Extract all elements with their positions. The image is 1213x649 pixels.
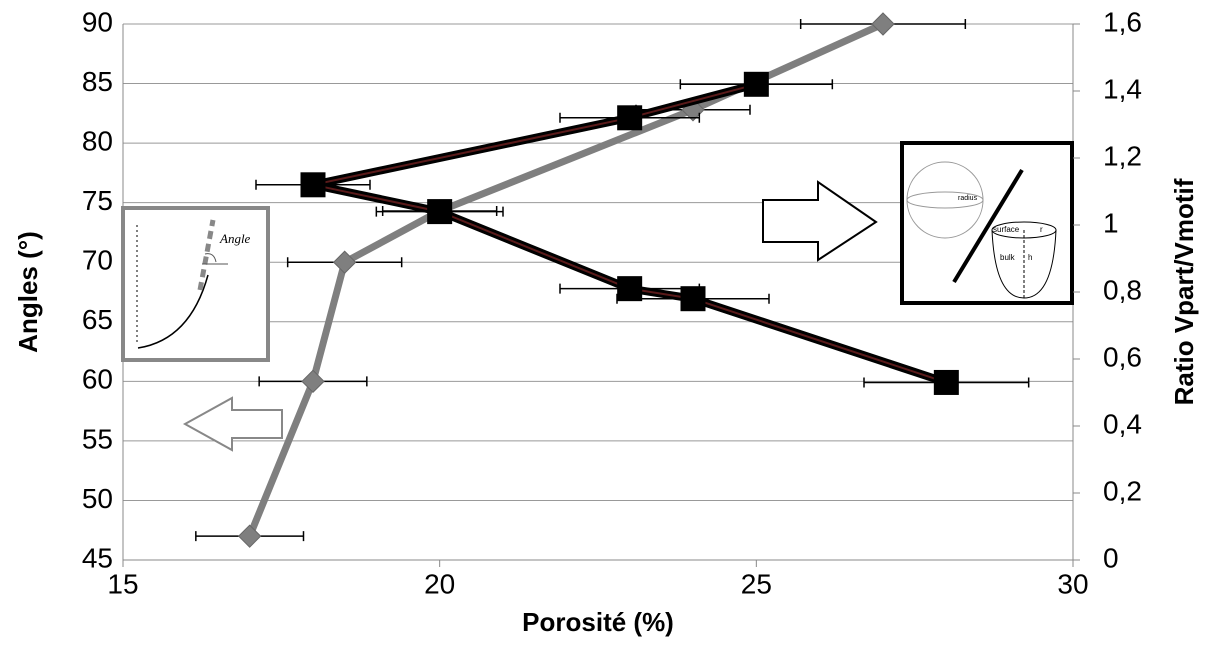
marker — [301, 369, 325, 394]
y2-tick-label: 0,2 — [1103, 475, 1142, 506]
x-tick-label: 15 — [107, 568, 138, 599]
x-axis-title: Porosité (%) — [522, 607, 674, 637]
y-tick-label: 80 — [82, 126, 113, 157]
y2-tick-label: 0,6 — [1103, 341, 1142, 372]
marker — [617, 105, 643, 131]
volume-inset: radius surface r bulk h — [900, 141, 1074, 305]
y2-tick-label: 1,6 — [1103, 6, 1142, 37]
inset-label: surface — [993, 225, 1020, 234]
y-axis-title: Angles (°) — [13, 231, 43, 353]
marker — [871, 12, 895, 36]
y-tick-label: 55 — [82, 423, 113, 454]
y2-tick-label: 0 — [1103, 542, 1119, 573]
marker — [237, 524, 262, 548]
y-tick-label: 65 — [82, 304, 113, 335]
x-tick-label: 25 — [741, 568, 772, 599]
series-line — [246, 20, 885, 538]
marker — [427, 199, 453, 225]
y-tick-label: 75 — [82, 185, 113, 216]
inset-label: Angle — [219, 231, 251, 246]
y-tick-label: 70 — [82, 245, 113, 276]
y2-tick-label: 1,2 — [1103, 140, 1142, 171]
angle-inset: Angle — [121, 206, 270, 362]
inset-label: r — [1040, 225, 1043, 234]
marker — [332, 250, 357, 274]
marker — [933, 369, 959, 395]
x-tick-label: 30 — [1057, 568, 1088, 599]
inset-label: radius — [958, 195, 978, 202]
arrow-left — [182, 396, 283, 452]
marker — [680, 286, 706, 312]
marker — [743, 71, 769, 97]
y-tick-label: 45 — [82, 542, 113, 573]
y-tick-label: 90 — [82, 6, 113, 37]
inset-label: h — [1028, 253, 1032, 262]
marker — [300, 172, 326, 198]
y2-tick-label: 1,4 — [1103, 73, 1142, 104]
y-tick-label: 60 — [82, 364, 113, 395]
y2-tick-label: 0,4 — [1103, 408, 1142, 439]
y2-tick-label: 1 — [1103, 207, 1119, 238]
x-tick-label: 20 — [424, 568, 455, 599]
marker — [617, 276, 643, 302]
y-tick-label: 50 — [82, 483, 113, 514]
y2-tick-label: 0,8 — [1103, 274, 1142, 305]
inset-label: bulk — [1000, 253, 1016, 262]
arrow-right — [762, 180, 878, 262]
y-tick-label: 85 — [82, 66, 113, 97]
y2-axis-title: Ratio Vpart/Vmotif — [1169, 178, 1199, 405]
